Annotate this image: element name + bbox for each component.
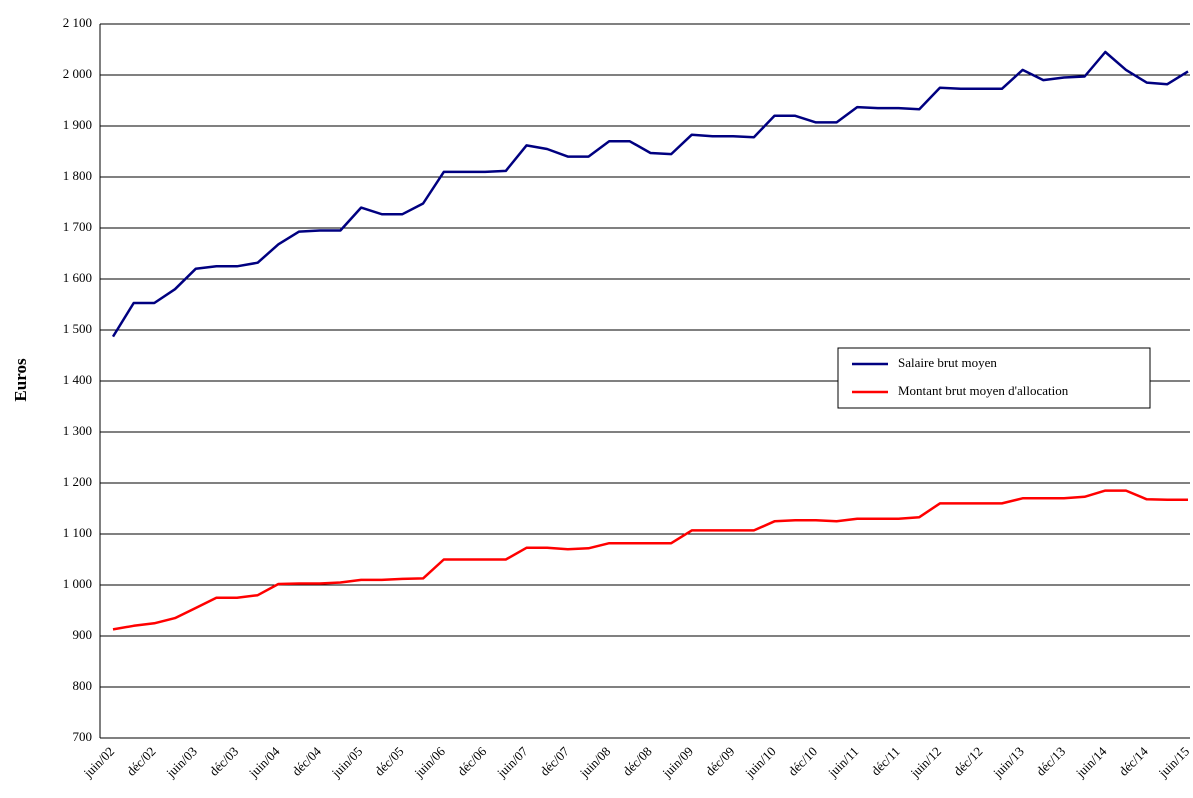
y-tick-label: 2 000 [63,66,92,81]
y-tick-label: 1 600 [63,270,92,285]
legend-box [837,347,1151,409]
x-tick-label: juin/13 [989,744,1026,781]
y-tick-label: 2 100 [63,15,92,30]
y-tick-label: 900 [73,627,93,642]
y-tick-label: 1 800 [63,168,92,183]
x-tick-label: déc/11 [868,744,903,779]
x-tick-label: déc/05 [372,744,407,779]
x-tick-label: déc/08 [620,744,655,779]
x-tick-label: juin/09 [659,744,696,781]
y-tick-label: 1 500 [63,321,92,336]
x-tick-label: juin/06 [411,743,449,781]
x-tick-label: juin/03 [163,744,200,781]
x-tick-label: déc/10 [785,744,820,779]
x-tick-label: déc/03 [206,744,241,779]
x-tick-label: juin/12 [907,744,944,781]
x-tick-label: juin/10 [741,744,778,781]
legend-label: Salaire brut moyen [898,355,997,370]
series-line [112,489,1188,631]
legend-label: Montant brut moyen d'allocation [898,383,1069,398]
y-tick-label: 1 900 [63,117,92,132]
x-tick-label: juin/07 [493,743,531,781]
x-tick-label: déc/12 [950,744,985,779]
x-tick-label: juin/08 [576,744,613,781]
x-tick-label: déc/06 [454,743,489,778]
x-tick-label: juin/11 [824,744,861,781]
x-tick-label: déc/02 [123,744,158,779]
y-tick-label: 700 [73,729,93,744]
y-tick-label: 1 700 [63,219,92,234]
x-tick-label: déc/04 [289,743,324,778]
x-tick-label: juin/14 [1072,743,1110,781]
y-tick-label: 1 200 [63,474,92,489]
y-axis-title: Euros [11,358,30,402]
series-line [111,50,1189,338]
x-tick-label: déc/09 [702,744,737,779]
y-tick-label: 800 [73,678,93,693]
x-tick-label: juin/15 [1155,744,1192,781]
y-tick-label: 1 400 [63,372,92,387]
x-tick-label: juin/02 [80,744,117,781]
x-tick-label: juin/05 [328,744,365,781]
y-tick-label: 1 300 [63,423,92,438]
x-tick-label: déc/07 [537,743,572,778]
x-tick-label: déc/14 [1116,743,1151,778]
y-tick-label: 1 000 [63,576,92,591]
x-tick-label: juin/04 [245,743,283,781]
x-tick-label: déc/13 [1033,744,1068,779]
y-tick-label: 1 100 [63,525,92,540]
